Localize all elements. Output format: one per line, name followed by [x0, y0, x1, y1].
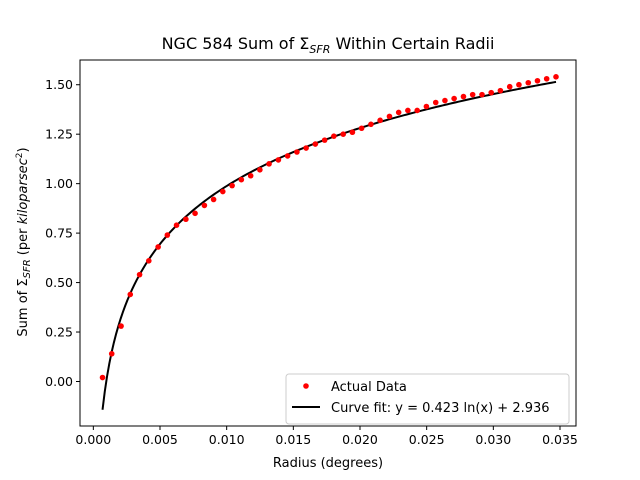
data-point: [340, 131, 347, 137]
x-tick-label: 0.030: [475, 432, 511, 447]
chart-title-suffix: Within Certain Radii: [330, 34, 494, 53]
data-point: [506, 83, 513, 90]
data-point: [108, 350, 115, 357]
data-point: [497, 87, 504, 94]
data-point: [358, 125, 365, 132]
data-point: [164, 232, 171, 238]
data-point: [127, 291, 134, 298]
data-point: [257, 167, 263, 173]
y-tick-label: 1.00: [45, 176, 73, 191]
chart-title: NGC 584 Sum of ΣSFR Within Certain Radii: [162, 34, 495, 56]
y-tick-label: 0.25: [45, 325, 73, 340]
data-point: [442, 97, 448, 104]
legend: Actual Data Curve fit: y = 0.423 ln(x) +…: [285, 373, 570, 425]
data-point: [368, 121, 374, 128]
data-point: [284, 153, 291, 159]
data-point: [543, 75, 550, 82]
data-point: [266, 161, 272, 167]
plot-area: 0.000 0.005 0.010 0.015 0.020 0.025 0.030 0.035…: [45, 59, 578, 447]
data-point: [386, 113, 393, 120]
data-point: [303, 145, 309, 151]
x-axis-label: Radius (degrees): [273, 456, 383, 471]
data-point: [210, 196, 217, 203]
data-point: [423, 103, 430, 110]
x-tick-label: 0.025: [409, 432, 445, 447]
x-tick-label: 0.035: [542, 432, 578, 447]
x-tick-label: 0.000: [75, 432, 111, 447]
data-point: [460, 93, 467, 100]
data-point: [220, 188, 226, 195]
data-point: [525, 79, 532, 86]
data-point: [229, 182, 235, 189]
y-tick-label: 1.50: [45, 77, 73, 92]
y-tick-label: 0.50: [45, 275, 73, 290]
legend-box: [285, 373, 570, 425]
data-point: [294, 149, 300, 155]
x-tick-label: 0.005: [142, 432, 178, 447]
data-point: [192, 210, 198, 217]
data-point: [553, 74, 559, 80]
legend-label-actual-data: Actual Data: [331, 380, 407, 395]
data-point: [488, 89, 495, 96]
data-point: [275, 157, 282, 163]
data-point: [432, 99, 439, 106]
data-point: [349, 129, 356, 136]
legend-label-curve-fit: Curve fit: y = 0.423 ln(x) + 2.936: [331, 401, 550, 416]
data-point: [377, 117, 383, 124]
x-tick-label: 0.010: [209, 432, 245, 447]
data-point: [118, 323, 124, 329]
data-point: [479, 91, 485, 98]
y-tick-label: 0.00: [45, 374, 73, 389]
data-point: [238, 176, 245, 183]
y-tick-label: 1.25: [45, 127, 73, 142]
data-point: [331, 133, 337, 139]
data-point: [321, 137, 328, 143]
axes-frame: [79, 59, 577, 427]
data-point: [451, 95, 457, 102]
data-point: [136, 271, 143, 278]
data-point: [201, 202, 208, 209]
data-point: [146, 258, 152, 264]
data-point: [414, 107, 421, 114]
data-point: [405, 107, 411, 114]
data-point: [99, 374, 106, 381]
data-point: [534, 77, 541, 84]
y-tick-label: 0.75: [45, 226, 73, 241]
data-point: [516, 81, 522, 88]
x-tick-label: 0.015: [275, 432, 311, 447]
x-tick-label: 0.020: [342, 432, 378, 447]
data-point: [155, 244, 161, 250]
chart-title-subscript: SFR: [309, 43, 330, 56]
data-point: [395, 109, 402, 116]
data-point: [312, 141, 319, 147]
legend-marker-actual-data: [303, 383, 309, 389]
data-point: [183, 216, 189, 223]
y-axis-label: Sum of ΣSFR (per kiloparsec2): [15, 147, 33, 336]
data-point: [247, 172, 254, 179]
data-point: [469, 91, 476, 98]
data-point: [173, 222, 180, 228]
